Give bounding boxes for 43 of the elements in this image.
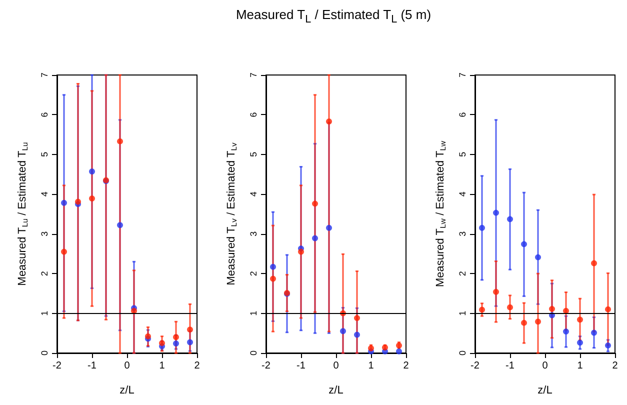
x-tick-label: 0	[542, 360, 548, 372]
y-tick-label: 6	[458, 112, 468, 118]
chart-title: Measured T$_{L}$ / Estimated T$_{L}$ (5 m)	[234, 6, 432, 28]
x-tick-label: 2	[403, 360, 410, 372]
x-tick-label: -2	[52, 360, 62, 372]
x-tick-label: 0	[124, 360, 130, 372]
y-tick-label: 6	[248, 112, 258, 118]
y-tick-label: 7	[458, 72, 468, 78]
y-tick-label: 5	[248, 152, 258, 157]
x-tick-label: 1	[159, 360, 166, 372]
y-tick-label: 0	[458, 350, 468, 356]
y-tick-label: 3	[40, 231, 50, 236]
y-tick-label: 2	[458, 271, 468, 276]
y-tick-label: 2	[248, 271, 258, 276]
y-tick-label: 3	[458, 231, 468, 236]
y-tick-label: 7	[40, 72, 50, 78]
x-axis-title: z/L	[328, 384, 344, 396]
x-axis-title: z/L	[120, 384, 134, 396]
y-tick-label: 5	[458, 152, 468, 157]
x-tick-label: -2	[470, 360, 480, 372]
y-tick-label: 3	[248, 231, 258, 236]
y-tick-label: 4	[458, 192, 468, 197]
y-tick-label: 1	[248, 310, 258, 316]
x-tick-label: -2	[262, 360, 271, 372]
x-tick-label: -1	[506, 360, 515, 372]
y-tick-label: 0	[248, 350, 258, 356]
x-tick-label: 2	[194, 360, 200, 372]
x-tick-label: 1	[368, 360, 374, 372]
x-axis-title: z/L	[538, 384, 552, 396]
x-tick-label: 2	[612, 360, 618, 372]
y-tick-label: 4	[248, 192, 258, 197]
y-tick-label: 6	[40, 112, 50, 118]
x-tick-label: 1	[577, 360, 584, 372]
y-tick-label: 1	[458, 310, 468, 316]
y-tick-label: 5	[40, 152, 50, 157]
y-tick-label: 1	[40, 310, 50, 316]
x-tick-label: 0	[333, 360, 340, 372]
x-tick-label: -1	[296, 360, 306, 372]
y-tick-label: 4	[40, 192, 50, 197]
y-tick-label: 0	[40, 350, 50, 356]
x-tick-label: -1	[88, 360, 97, 372]
y-tick-label: 7	[248, 72, 258, 78]
y-tick-label: 2	[40, 271, 50, 276]
